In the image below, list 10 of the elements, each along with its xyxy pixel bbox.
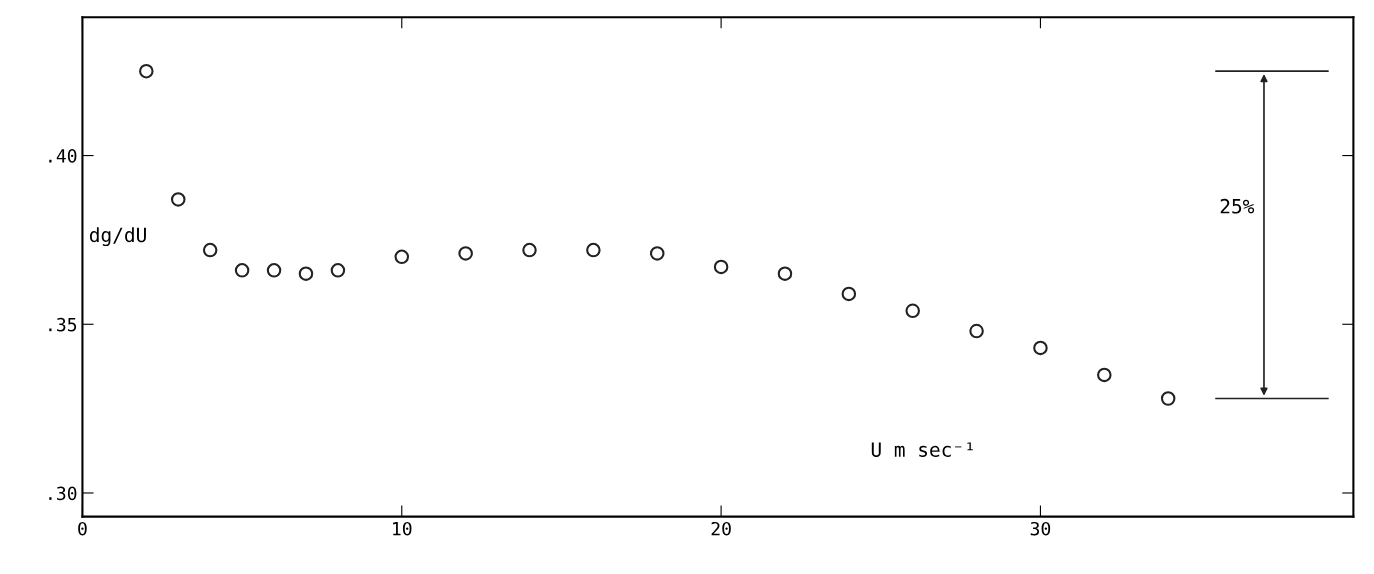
x-tick-label: 0	[78, 521, 87, 536]
y-tick-label: .35	[49, 317, 77, 332]
annotation: 25%	[1220, 198, 1255, 214]
x-tick-label: 10	[393, 521, 412, 536]
x-tick-label: 20	[711, 521, 731, 536]
y-axis-title: dg/dU	[89, 227, 146, 247]
y-tick-label: .40	[49, 149, 77, 163]
y-tick-label: .30	[49, 486, 77, 501]
x-axis-title: U m sec⁻¹	[871, 442, 973, 457]
x-tick-label: 30	[1030, 521, 1051, 536]
